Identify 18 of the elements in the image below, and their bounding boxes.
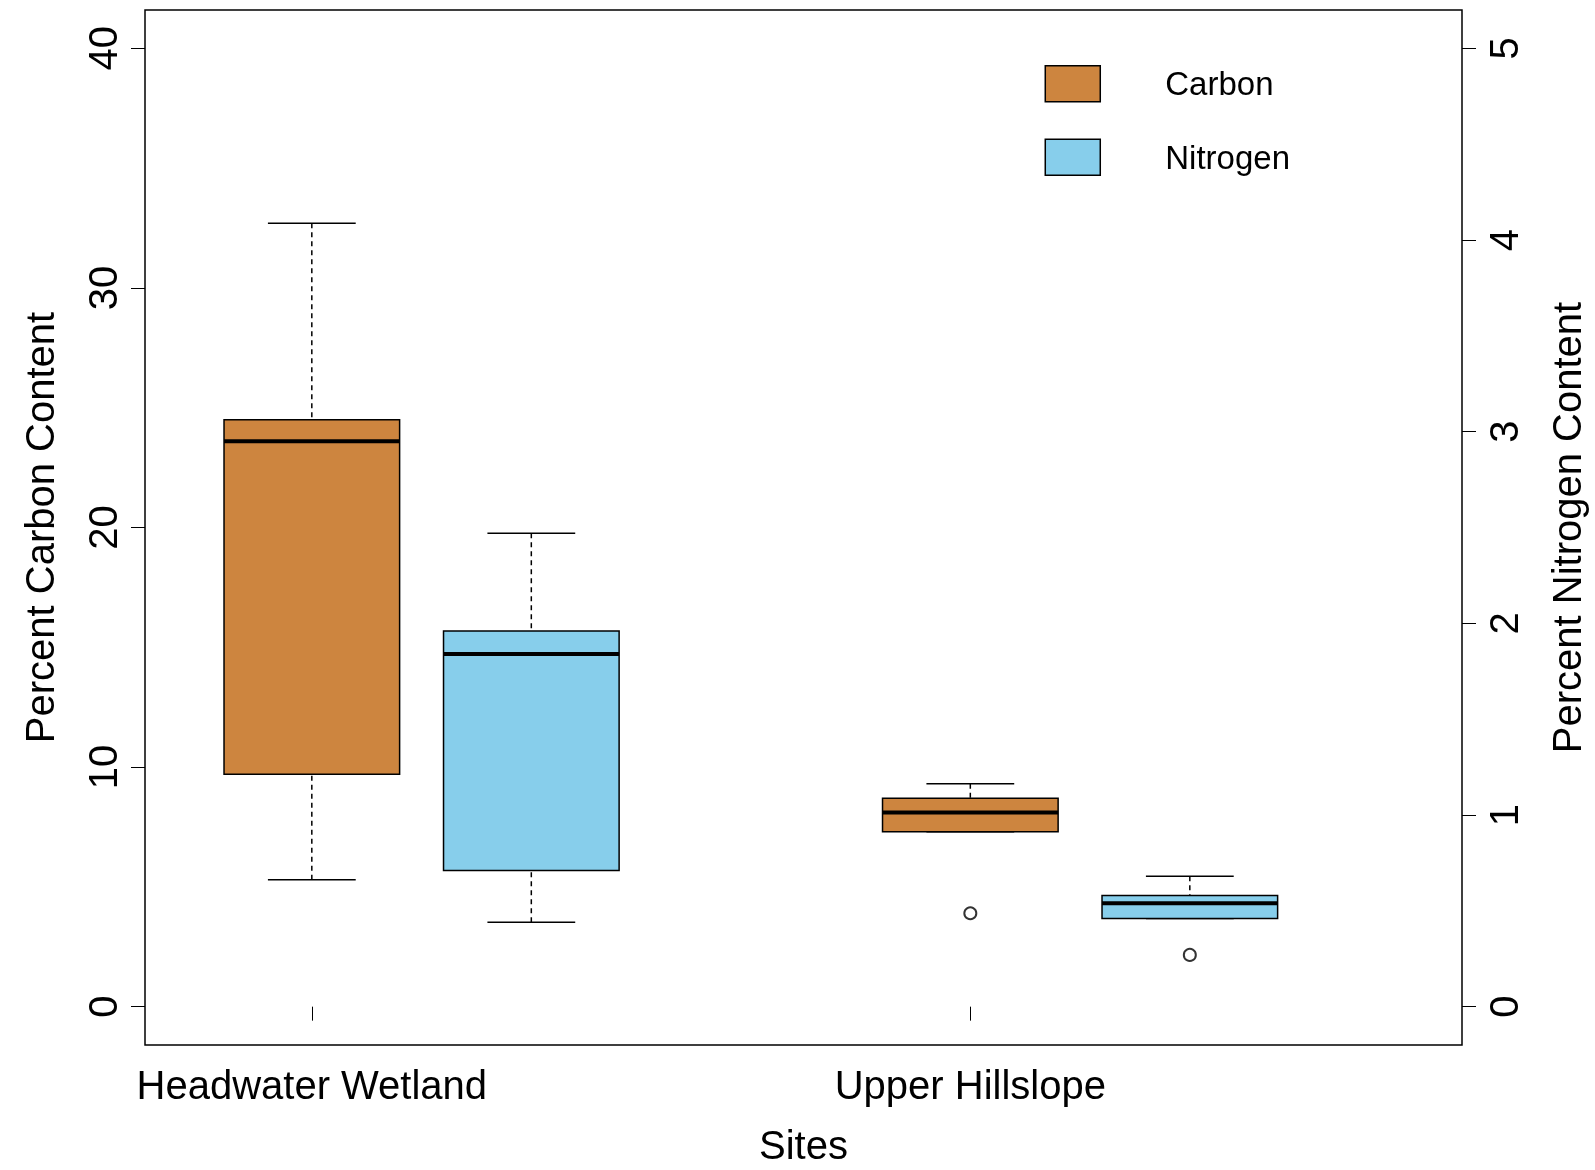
y-tick-label: 0 [81, 995, 125, 1018]
y2-tick-label: 2 [1482, 612, 1526, 635]
y-tick-label: 20 [81, 505, 125, 550]
x-tick-label: Headwater Wetland [136, 1063, 488, 1107]
y-tick-label: 10 [81, 744, 125, 790]
y-tick-label: 40 [81, 26, 125, 71]
y2-tick-label: 3 [1482, 420, 1526, 443]
x-tick-label: Upper Hillslope [834, 1063, 1106, 1107]
legend-label: Carbon [1165, 65, 1274, 103]
y2-tick-label: 0 [1482, 995, 1526, 1018]
y-axis-title: Percent Carbon Content [18, 311, 62, 744]
x-axis-title: Sites [759, 1123, 848, 1167]
y2-tick-label: 4 [1482, 228, 1526, 252]
legend-label: Nitrogen [1165, 138, 1290, 176]
y2-tick-label: 5 [1482, 37, 1526, 60]
y2-axis-title: Percent Nitrogen Content [1545, 301, 1589, 754]
y-tick-label: 30 [81, 265, 125, 311]
y2-tick-label: 1 [1482, 803, 1526, 827]
